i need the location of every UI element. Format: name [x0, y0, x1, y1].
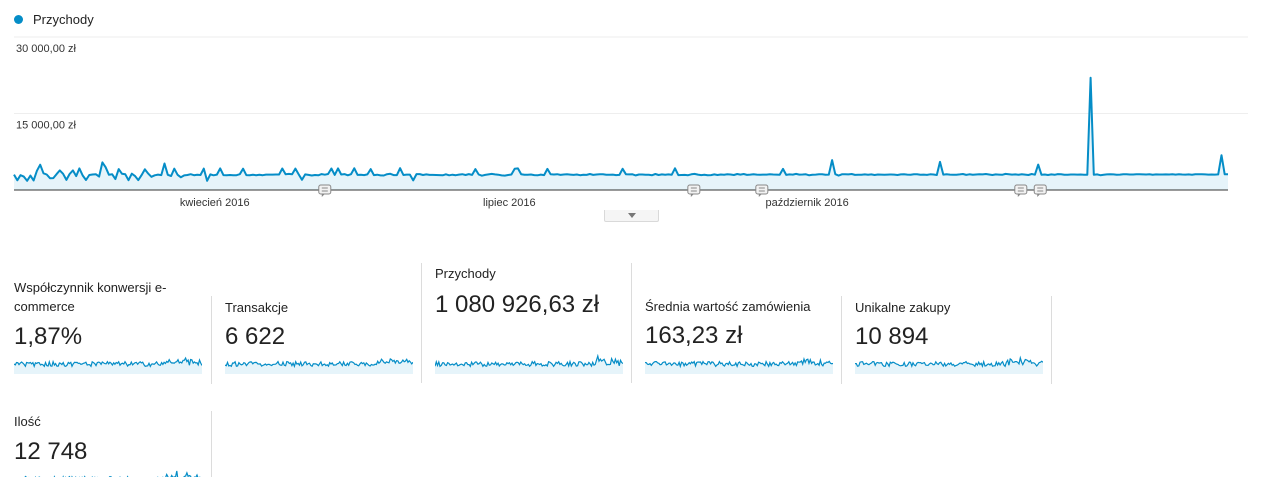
legend-series-label: Przychody [33, 12, 94, 27]
sparkline-line [645, 356, 833, 369]
chart-legend[interactable]: Przychody [14, 12, 94, 27]
y-tick-label: 30 000,00 zł [16, 43, 76, 55]
chart-collapse-toggle[interactable] [604, 210, 659, 222]
metric-sparkline [645, 356, 833, 374]
annotation-icon[interactable] [1033, 184, 1047, 197]
sparkline-line [855, 355, 1043, 369]
sparkline-area [435, 356, 623, 374]
metric-sparkline [24, 470, 201, 477]
sparkline-line [435, 354, 623, 368]
metric-unique-purchases[interactable]: Unikalne zakupy 10 894 [841, 296, 1051, 384]
sparkline-area [14, 358, 202, 374]
x-tick-label: kwiecień 2016 [180, 197, 250, 209]
legend-series-dot [14, 15, 23, 24]
annotation-icon[interactable] [755, 184, 769, 197]
metric-conversion-rate[interactable]: Współczynnik konwersji e-commerce 1,87% [14, 276, 224, 396]
metric-value: 163,23 zł [645, 322, 743, 349]
metric-value: 6 622 [225, 323, 286, 350]
x-tick-label: październik 2016 [766, 197, 849, 209]
metric-revenue[interactable]: Przychody 1 080 926,63 zł [421, 263, 631, 383]
sparkline-area [25, 471, 198, 477]
metric-label: Przychody [435, 266, 496, 281]
sparkline-area [225, 358, 413, 374]
metric-sparkline [225, 357, 413, 374]
metric-sparkline [435, 354, 623, 374]
metric-label: Transakcje [225, 300, 289, 315]
metric-transactions[interactable]: Transakcje 6 622 [211, 296, 421, 384]
metric-average-order-value[interactable]: Średnia wartość zamówienia 163,23 zł [631, 263, 841, 383]
metric-sparkline [14, 356, 202, 374]
annotation-icon[interactable] [318, 184, 332, 197]
y-tick-label: 15 000,00 zł [16, 120, 76, 132]
caret-down-icon [628, 213, 636, 218]
metric-divider [211, 411, 212, 477]
metric-value: 10 894 [855, 323, 929, 350]
metric-label: Unikalne zakupy [855, 300, 951, 315]
metric-sparkline [855, 355, 1043, 374]
metric-value: 1,87% [14, 323, 83, 350]
revenue-line-chart[interactable]: 30 000,00 zł 15 000,00 zł kwiecień 2016 lip… [0, 30, 1266, 210]
metric-label: Współczynnik konwersji e-commerce [14, 280, 167, 314]
sparkline-line [225, 357, 413, 369]
metric-divider [1051, 296, 1052, 384]
sparkline-line [24, 470, 201, 477]
series-line [13, 76, 1228, 182]
metric-quantity[interactable]: Ilość 12 748 [14, 411, 224, 477]
metric-label: Ilość [14, 414, 41, 429]
metric-value: 12 748 [14, 438, 88, 465]
metric-label: Średnia wartość zamówienia [645, 299, 811, 314]
x-tick-label: lipiec 2016 [483, 197, 536, 209]
sparkline-line [14, 356, 202, 369]
sparkline-area [855, 357, 1043, 374]
series-area [14, 77, 1228, 190]
annotation-icon[interactable] [1014, 184, 1028, 197]
annotation-icon[interactable] [687, 184, 701, 197]
metric-value: 1 080 926,63 zł [435, 291, 600, 318]
